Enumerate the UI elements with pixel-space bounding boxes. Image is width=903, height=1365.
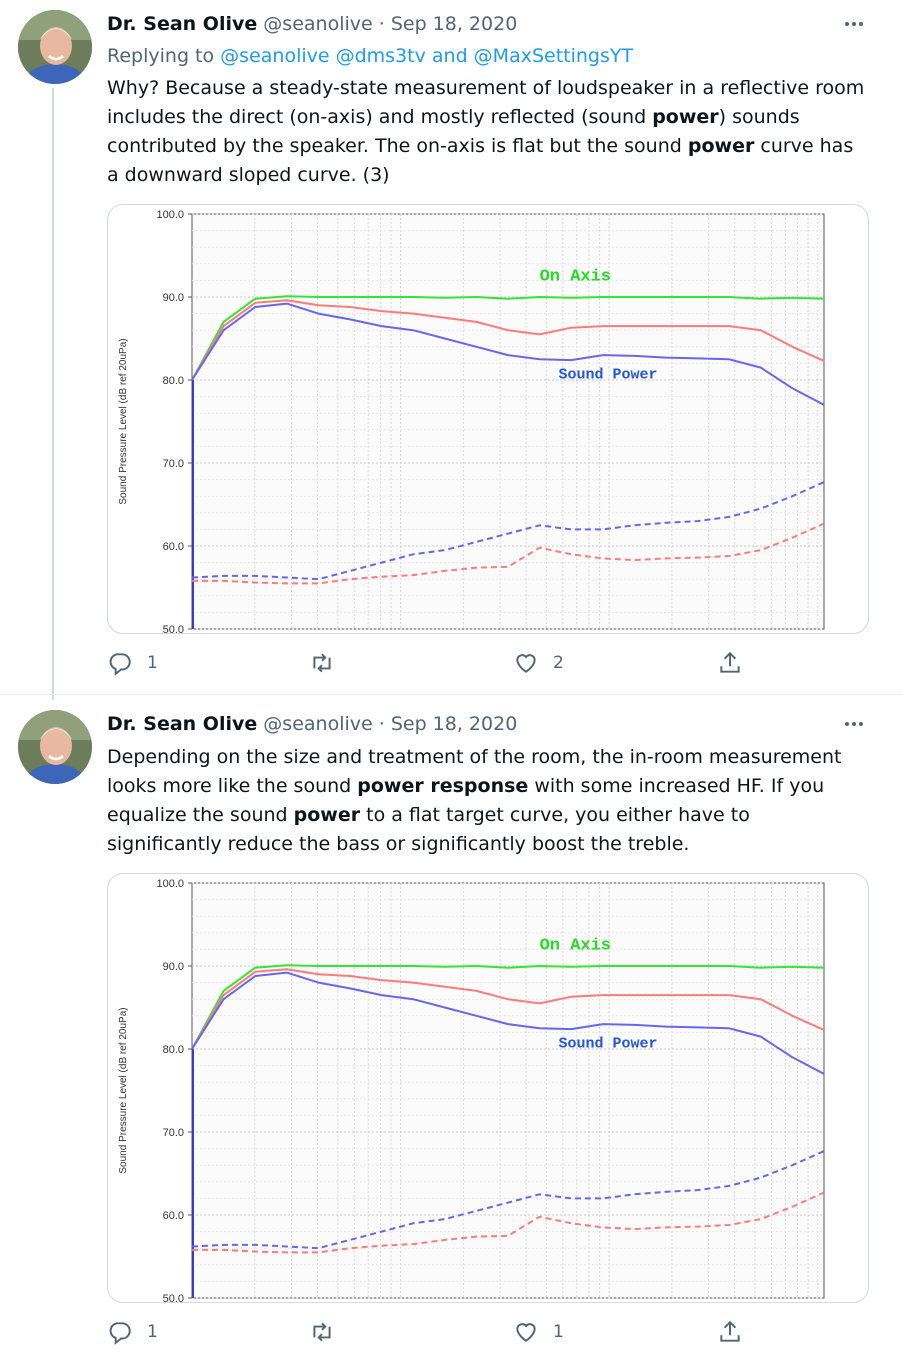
like-count: 2 xyxy=(553,653,564,673)
heart-icon xyxy=(516,654,536,673)
series-line-5 xyxy=(192,522,825,585)
text-segment: ) sounds contributed by the speaker. The… xyxy=(107,106,800,157)
series-line-5 xyxy=(192,1191,825,1254)
reply-icon xyxy=(109,653,131,676)
y-tick-label: 60.0 xyxy=(163,1210,184,1222)
reply-button[interactable]: 1 xyxy=(107,1317,158,1347)
series-line-3 xyxy=(191,302,825,406)
heart-icon xyxy=(516,1323,536,1342)
text-segment: to a flat target curve, you either have … xyxy=(107,804,750,855)
avatar[interactable] xyxy=(18,10,92,84)
reply-count: 1 xyxy=(147,653,158,673)
series-line-1 xyxy=(191,964,825,1050)
author-name[interactable]: Dr. Sean Olive xyxy=(107,13,258,35)
more-icon[interactable] xyxy=(837,12,871,36)
y-tick-label: 50.0 xyxy=(163,624,184,633)
text-segment: with some increased HF. If you equalize … xyxy=(107,775,825,826)
y-axis-label: Sound Pressure Level (dB ref 20uPa) xyxy=(118,338,129,504)
plot-area xyxy=(191,213,825,630)
grid-lines xyxy=(192,213,824,630)
replying-to-label: Replying to xyxy=(107,45,215,67)
thread-connector-line xyxy=(52,88,54,700)
like-button[interactable]: 2 xyxy=(513,648,564,678)
author-name[interactable]: Dr. Sean Olive xyxy=(107,713,258,735)
annotation-on-axis: On Axis xyxy=(540,267,611,286)
series-line-2 xyxy=(191,299,825,381)
retweet-button[interactable] xyxy=(309,1317,349,1347)
tweet-actions: 1 2 xyxy=(107,648,747,678)
text-segment-bold: power xyxy=(687,135,755,157)
y-tick-label: 90.0 xyxy=(163,961,184,973)
replying-to-line: Replying to @seanolive @dms3tv and @MaxS… xyxy=(107,42,633,70)
like-button[interactable]: 1 xyxy=(513,1317,564,1347)
tweet-actions: 1 1 xyxy=(107,1317,747,1347)
y-axis-label: Sound Pressure Level (dB ref 20uPa) xyxy=(118,1007,129,1173)
tweet-header: Dr. Sean Olive @seanolive · Sep 18, 2020 xyxy=(107,710,517,738)
annotation-sound-power: Sound Power xyxy=(559,1035,658,1052)
more-icon[interactable] xyxy=(837,712,871,736)
text-segment-bold: power xyxy=(293,804,361,826)
reply-button[interactable]: 1 xyxy=(107,648,158,678)
author-handle[interactable]: @seanolive xyxy=(263,713,373,735)
text-segment-bold: power response xyxy=(357,775,529,797)
frequency-response-chart: 100.0 90.0 80.0 70.0 60.0 50.0 Sound Pressure … xyxy=(118,209,825,633)
y-tick-label: 70.0 xyxy=(163,1127,184,1139)
frequency-response-chart: 100.0 90.0 80.0 70.0 60.0 50.0 Sound Pressure … xyxy=(118,878,825,1302)
y-tick-label: 90.0 xyxy=(163,292,184,304)
series-line-3 xyxy=(191,971,825,1075)
y-tick-label: 60.0 xyxy=(163,541,184,553)
chart-image[interactable]: 100.0 90.0 80.0 70.0 60.0 50.0 Sound Pressure … xyxy=(107,873,869,1303)
tweet[interactable]: Dr. Sean Olive @seanolive · Sep 18, 2020… xyxy=(0,700,903,1365)
text-segment: curve has a downward sloped curve. (3) xyxy=(107,135,854,186)
like-count: 1 xyxy=(553,1322,564,1342)
y-tick-label: 70.0 xyxy=(163,458,184,470)
series-line-2 xyxy=(191,968,825,1050)
y-tick-label: 100.0 xyxy=(156,878,184,890)
tweet-divider xyxy=(0,694,903,695)
y-tick-label: 100.0 xyxy=(156,209,184,221)
series-line-4 xyxy=(191,1150,825,1250)
retweet-icon xyxy=(313,653,331,673)
tweet-header: Dr. Sean Olive @seanolive · Sep 18, 2020 xyxy=(107,10,517,38)
reply-icon xyxy=(109,1322,131,1345)
tweet-date[interactable]: Sep 18, 2020 xyxy=(390,713,518,735)
plot-area xyxy=(191,882,825,1299)
author-handle[interactable]: @seanolive xyxy=(263,13,373,35)
series-line-4 xyxy=(191,481,825,581)
share-button[interactable] xyxy=(717,1317,743,1347)
text-segment: Depending on the size and treatment of t… xyxy=(107,746,842,797)
y-tick-label: 80.0 xyxy=(163,1044,184,1056)
share-icon xyxy=(720,651,740,673)
chart-image[interactable]: 100.0 90.0 80.0 70.0 60.0 50.0 Sound Pressure … xyxy=(107,204,869,634)
separator: · xyxy=(378,713,385,735)
annotation-sound-power: Sound Power xyxy=(559,366,658,383)
series-line-1 xyxy=(191,295,825,381)
text-segment: Why? Because a steady-state measurement … xyxy=(107,77,865,128)
share-icon xyxy=(720,1320,740,1342)
tweet-text: Why? Because a steady-state measurement … xyxy=(107,74,867,190)
tweet-text: Depending on the size and treatment of t… xyxy=(107,743,867,859)
avatar[interactable] xyxy=(18,710,92,784)
text-segment-bold: power xyxy=(652,106,719,128)
separator: · xyxy=(378,13,385,35)
retweet-button[interactable] xyxy=(309,648,349,678)
tweet-date[interactable]: Sep 18, 2020 xyxy=(390,13,518,35)
y-tick-label: 80.0 xyxy=(163,375,184,387)
reply-count: 1 xyxy=(147,1322,158,1342)
replying-to-handles[interactable]: @seanolive @dms3tv and @MaxSettingsYT xyxy=(220,45,634,67)
tweet[interactable]: Dr. Sean Olive @seanolive · Sep 18, 2020… xyxy=(0,0,903,695)
share-button[interactable] xyxy=(717,648,743,678)
y-tick-label: 50.0 xyxy=(163,1293,184,1302)
annotation-on-axis: On Axis xyxy=(540,936,611,955)
retweet-icon xyxy=(313,1322,331,1342)
